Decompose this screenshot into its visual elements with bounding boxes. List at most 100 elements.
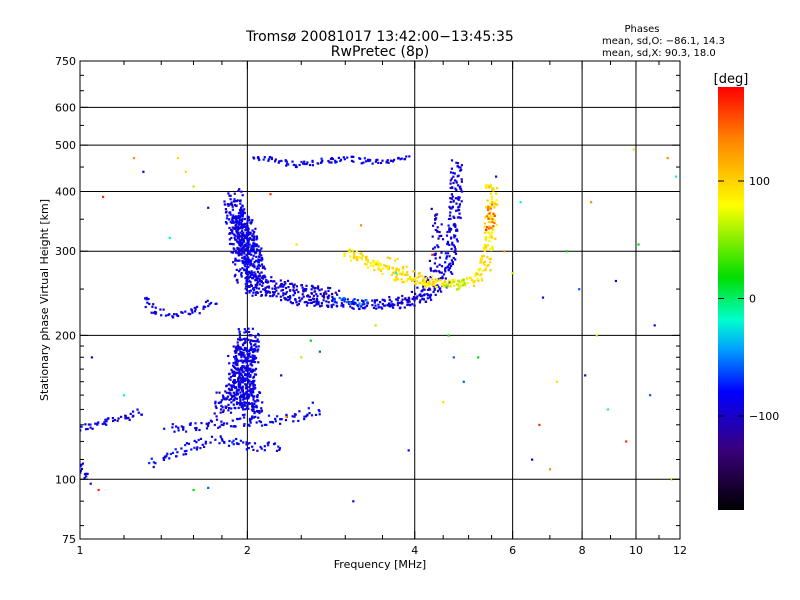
data-point <box>316 295 319 298</box>
data-point <box>303 162 306 166</box>
data-point <box>449 207 452 210</box>
data-point <box>433 262 436 265</box>
data-point <box>343 299 346 302</box>
data-point <box>252 242 255 245</box>
data-point <box>182 426 185 429</box>
data-point <box>283 284 286 287</box>
data-point <box>237 385 240 389</box>
data-point <box>252 263 255 266</box>
data-point <box>237 227 241 230</box>
data-point <box>245 235 248 238</box>
data-point <box>240 206 243 209</box>
data-point <box>231 205 234 208</box>
data-point <box>220 438 224 441</box>
data-point <box>248 218 251 222</box>
data-point <box>254 415 257 418</box>
data-point <box>166 452 169 455</box>
data-point <box>271 294 274 298</box>
data-point <box>335 301 338 304</box>
data-point <box>295 288 298 291</box>
data-point <box>222 409 225 412</box>
data-point <box>184 310 187 313</box>
data-point <box>308 298 311 301</box>
data-point <box>254 348 257 351</box>
data-point <box>386 268 389 271</box>
data-point <box>256 399 259 402</box>
data-point <box>259 421 263 424</box>
data-point <box>349 305 352 308</box>
data-point <box>248 389 251 392</box>
data-point <box>185 430 188 433</box>
data-point <box>252 387 255 390</box>
stats-heading: Phases <box>624 24 659 35</box>
data-point <box>336 305 339 308</box>
data-point <box>246 222 249 225</box>
data-point <box>254 336 257 339</box>
data-point <box>83 476 86 480</box>
data-point <box>244 369 247 372</box>
data-point <box>245 448 248 451</box>
data-point <box>458 208 461 212</box>
data-point <box>152 461 155 464</box>
data-point <box>273 280 276 283</box>
data-point <box>252 236 255 239</box>
data-point <box>249 274 252 277</box>
data-point <box>131 415 134 418</box>
data-point <box>434 257 437 260</box>
data-point <box>274 286 277 289</box>
data-point <box>411 279 414 282</box>
data-point <box>244 374 247 377</box>
data-point <box>421 275 424 278</box>
data-point <box>246 229 249 232</box>
data-point <box>429 280 432 283</box>
data-point <box>484 235 487 238</box>
data-point <box>262 282 265 285</box>
data-point <box>397 296 400 299</box>
data-point <box>395 298 398 301</box>
data-point <box>229 375 233 379</box>
data-point <box>350 302 353 305</box>
data-point <box>252 360 255 363</box>
data-point <box>86 427 89 431</box>
data-point <box>320 160 323 163</box>
data-point <box>242 223 245 226</box>
data-point <box>257 245 260 248</box>
data-point <box>249 375 252 378</box>
data-point <box>255 345 258 348</box>
data-point <box>237 235 240 238</box>
data-point <box>434 228 437 232</box>
stats-line-o: mean, sd,O: −86.1, 14.3 <box>602 36 725 47</box>
data-point <box>250 418 253 421</box>
data-point <box>302 289 305 292</box>
data-point <box>219 401 222 404</box>
data-point <box>373 261 377 264</box>
data-point <box>248 352 251 355</box>
data-point <box>248 259 251 262</box>
data-point <box>248 395 251 398</box>
y-tick-label: 600 <box>55 101 76 114</box>
data-point <box>259 445 262 449</box>
data-point <box>352 256 355 259</box>
data-point <box>446 285 449 288</box>
data-point <box>470 279 473 282</box>
data-point <box>245 359 248 362</box>
data-point <box>548 468 552 471</box>
data-point <box>239 391 242 394</box>
data-point <box>241 353 244 356</box>
data-point <box>253 265 256 268</box>
data-point <box>176 157 180 160</box>
data-point <box>433 287 436 290</box>
data-point <box>463 282 466 285</box>
data-point <box>252 243 255 246</box>
data-point <box>451 243 454 246</box>
data-point <box>224 405 227 408</box>
data-point <box>243 236 246 239</box>
data-point <box>460 190 464 193</box>
data-point <box>236 248 239 251</box>
data-point <box>223 398 226 401</box>
data-point <box>438 231 441 234</box>
data-point <box>250 249 253 252</box>
data-point <box>363 157 366 160</box>
data-point <box>234 263 237 266</box>
